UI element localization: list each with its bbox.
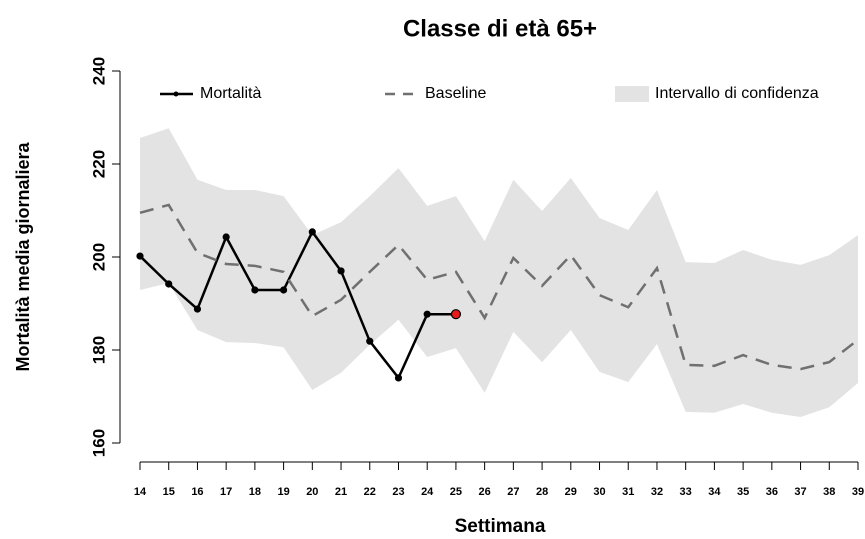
x-tick-label: 34 <box>708 486 721 498</box>
data-point <box>222 233 230 241</box>
x-tick-label: 38 <box>823 486 835 498</box>
y-tick-label: 160 <box>89 429 108 457</box>
y-tick-label: 240 <box>89 57 108 85</box>
x-tick-label: 27 <box>507 486 519 498</box>
x-tick-label: 22 <box>364 486 376 498</box>
x-tick-label: 31 <box>622 486 634 498</box>
data-point <box>251 286 259 294</box>
x-tick-label: 16 <box>191 486 203 498</box>
x-tick-label: 35 <box>737 486 749 498</box>
legend-label: Mortalità <box>200 85 261 102</box>
data-point <box>366 337 374 345</box>
x-tick-label: 21 <box>335 486 347 498</box>
data-point <box>165 280 173 288</box>
mortality-line <box>139 229 456 381</box>
legend-point <box>173 91 179 97</box>
legend-swatch <box>615 86 649 102</box>
y-tick-label: 200 <box>89 243 108 271</box>
x-tick-label: 15 <box>163 486 175 498</box>
x-tick-label: 14 <box>134 486 147 498</box>
x-tick-label: 37 <box>794 486 806 498</box>
confidence-band <box>140 128 858 417</box>
x-tick-label: 29 <box>565 486 577 498</box>
x-tick-label: 39 <box>852 486 864 498</box>
legend-label: Intervallo di confidenza <box>655 85 819 102</box>
data-point <box>423 310 431 318</box>
x-tick-label: 33 <box>680 486 692 498</box>
data-point <box>308 228 316 236</box>
y-axis-label: Mortalità media giornaliera <box>13 141 33 371</box>
legend-label: Baseline <box>425 85 486 102</box>
data-point <box>136 252 144 260</box>
x-tick-label: 28 <box>536 486 548 498</box>
x-tick-label: 18 <box>249 486 261 498</box>
x-tick-label: 20 <box>306 486 318 498</box>
y-tick-label: 180 <box>89 336 108 364</box>
x-tick-label: 17 <box>220 486 232 498</box>
x-tick-label: 23 <box>392 486 404 498</box>
data-point <box>193 305 202 313</box>
x-tick-label: 19 <box>277 486 289 498</box>
x-tick-label: 26 <box>479 486 491 498</box>
x-axis-label: Settimana <box>455 516 546 537</box>
data-point <box>337 267 345 275</box>
x-tick-label: 25 <box>450 486 462 498</box>
chart-title: Classe di età 65+ <box>403 15 597 42</box>
baseline-line <box>139 203 859 371</box>
y-tick-label: 220 <box>89 150 108 178</box>
x-tick-label: 36 <box>766 486 778 498</box>
x-tick-label: 24 <box>421 486 434 498</box>
data-point <box>450 309 462 320</box>
data-point <box>394 374 403 382</box>
data-point <box>280 286 288 294</box>
x-tick-label: 30 <box>593 486 605 498</box>
x-tick-label: 32 <box>651 486 663 498</box>
